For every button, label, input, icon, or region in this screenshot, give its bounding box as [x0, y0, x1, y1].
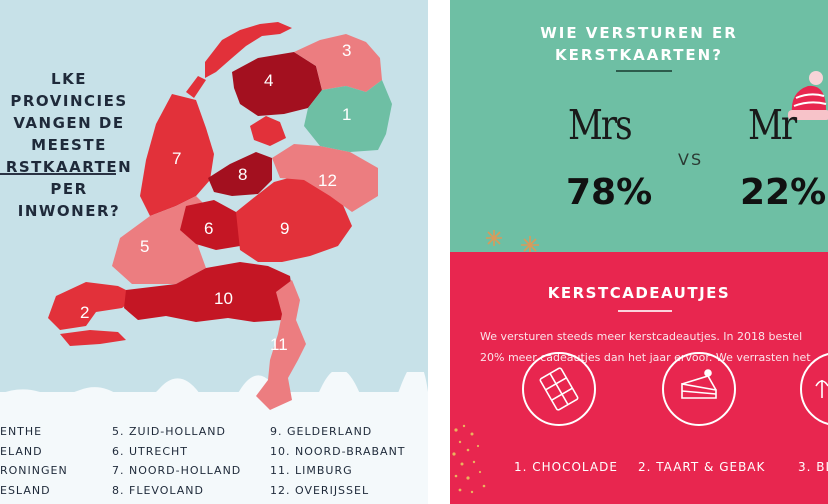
vs-label: VS — [678, 150, 704, 169]
map-label-7: 7 — [172, 149, 181, 168]
legend-item: 12. OVERIJSSEL — [270, 483, 370, 497]
snow-ground — [0, 392, 428, 504]
legend-item: 8. FLEVOLAND — [112, 483, 204, 497]
map-label-11: 11 — [270, 335, 288, 354]
gifts-title-underline — [618, 310, 672, 312]
map-label-9: 9 — [280, 219, 289, 238]
legend-item: 11. LIMBURG — [270, 464, 353, 477]
flowers-circle — [800, 352, 828, 426]
province-gelderland — [236, 176, 352, 262]
mrs-percentage: 78% — [566, 172, 653, 213]
flower-icon — [815, 380, 828, 398]
legend-item: RONINGEN — [0, 464, 68, 477]
province-noord-holland — [140, 94, 214, 216]
province-legend: ENTHE ELAND RONINGEN ESLAND 5. ZUID-HOLL… — [0, 422, 428, 504]
provinces-panel: LKE PROVINCIES VANGEN DE MEESTE RSTKAART… — [0, 0, 428, 504]
map-label-6: 6 — [204, 219, 213, 238]
legend-item: 5. ZUID-HOLLAND — [112, 425, 226, 438]
question-underline — [0, 173, 116, 175]
mr-label: Mr — [748, 102, 797, 150]
legend-item: ESLAND — [0, 483, 51, 497]
province-utrecht — [180, 200, 248, 250]
province-noord-brabant — [124, 262, 294, 322]
netherlands-map: 1 2 3 4 5 6 7 8 9 10 11 12 — [48, 22, 392, 410]
mr-percentage: 22% — [740, 172, 827, 213]
map-label-4: 4 — [264, 71, 273, 90]
panel-divider — [428, 0, 450, 504]
gift-item-cake: 2. TAART & GEBAK — [638, 460, 766, 474]
senders-title-underline — [616, 70, 672, 72]
wadden-islands — [205, 22, 292, 78]
map-label-3: 3 — [342, 41, 351, 60]
legend-item: 9. GELDERLAND — [270, 425, 373, 438]
legend-item: 7. NOORD-HOLLAND — [112, 464, 242, 477]
province-overijssel — [272, 144, 378, 212]
chocolate-circle — [522, 352, 596, 426]
map-label-1: 1 — [342, 105, 351, 124]
map-label-8: 8 — [238, 165, 247, 184]
province-flevoland — [208, 152, 272, 196]
province-friesland — [232, 52, 322, 116]
map-question: LKE PROVINCIES VANGEN DE MEESTE RSTKAART… — [5, 70, 133, 220]
legend-item: 6. UTRECHT — [112, 444, 189, 458]
senders-section: WIE VERSTUREN ER KERSTKAARTEN? Mrs VS Mr… — [450, 0, 828, 270]
winter-hat-icon — [788, 71, 828, 120]
mrs-label: Mrs — [568, 102, 633, 150]
cake-circle — [662, 352, 736, 426]
legend-item: ENTHE — [0, 425, 43, 438]
legend-item: 10. NOORD-BRABANT — [270, 444, 406, 458]
gift-item-flowers: 3. BL — [798, 460, 828, 474]
gifts-title: KERSTCADEAUTJES — [547, 284, 731, 302]
stats-panel: WIE VERSTUREN ER KERSTKAARTEN? Mrs VS Mr… — [450, 0, 828, 504]
map-label-2: 2 — [80, 303, 89, 322]
province-limburg — [256, 280, 306, 410]
map-label-12: 12 — [318, 171, 337, 190]
province-zeeland — [48, 282, 138, 330]
province-drenthe — [304, 80, 392, 152]
chocolate-icon — [539, 367, 579, 411]
map-label-5: 5 — [140, 237, 149, 256]
senders-title: WIE VERSTUREN ER KERSTKAARTEN? — [540, 24, 738, 64]
gifts-section — [450, 252, 828, 504]
map-label-10: 10 — [214, 289, 233, 308]
cake-icon — [681, 369, 717, 399]
province-groningen — [294, 34, 382, 92]
legend-item: ELAND — [0, 444, 43, 458]
gift-item-chocolate: 1. CHOCOLADE — [514, 460, 618, 474]
confetti-decoration — [452, 424, 486, 494]
